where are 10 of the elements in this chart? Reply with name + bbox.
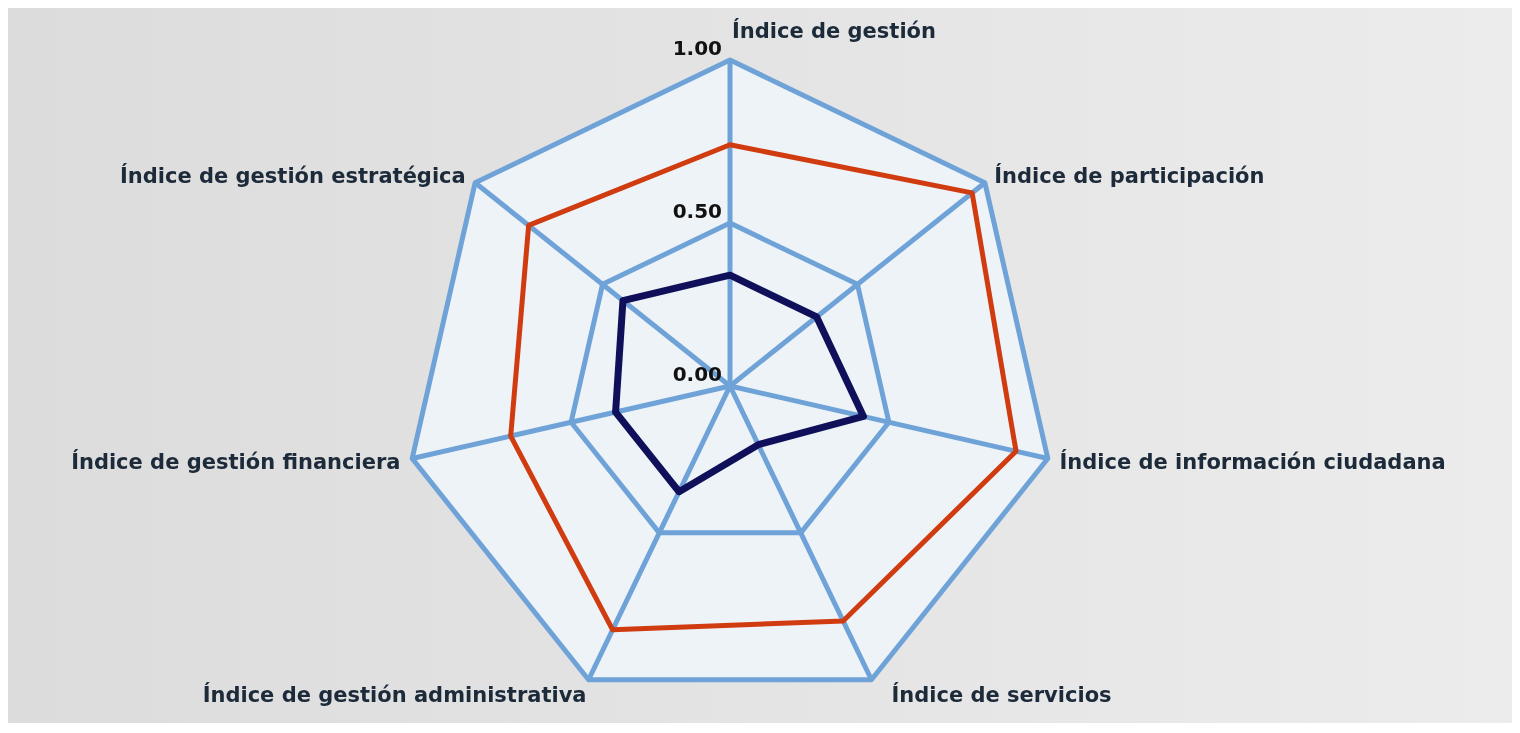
spoke-label: Índice de información ciudadana	[1059, 449, 1446, 475]
y-tick-label: 0.50	[672, 199, 722, 223]
y-tick-label: 1.00	[672, 36, 722, 60]
spoke-label: Índice de servicios	[891, 681, 1112, 707]
spoke-label: Índice de gestión administrativa	[202, 681, 587, 707]
spoke-label: Índice de gestión	[732, 18, 936, 43]
spoke-label: Índice de participación	[994, 163, 1265, 189]
spoke-label: Índice de gestión estratégica	[120, 163, 466, 189]
spoke-label: Índice de gestión financiera	[71, 449, 401, 475]
y-tick-label: 0.00	[672, 362, 722, 386]
